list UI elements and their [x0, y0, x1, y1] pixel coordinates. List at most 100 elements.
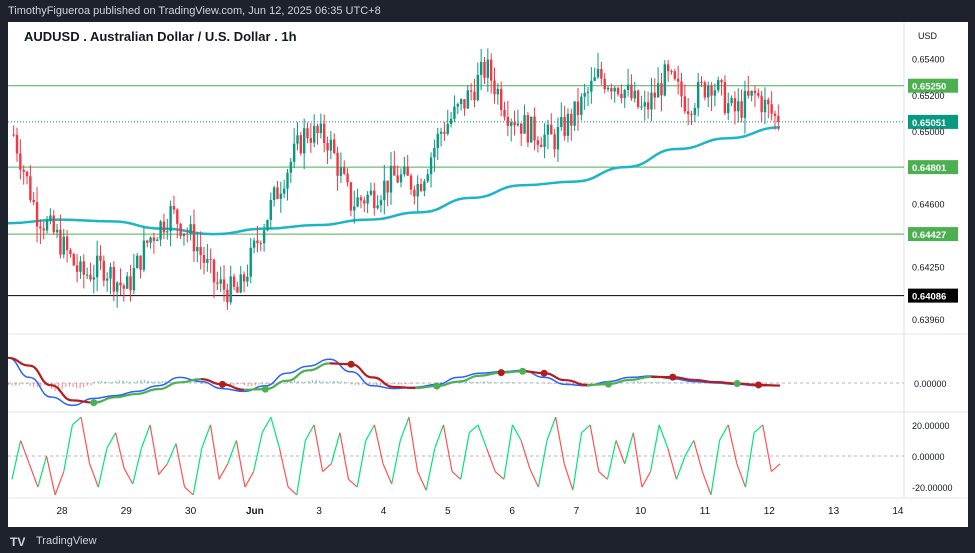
- osc2-line-segment: [451, 471, 462, 480]
- osc1-histogram-bar: [190, 381, 192, 383]
- candle-body: [436, 133, 439, 148]
- candle-body: [610, 87, 613, 92]
- price-tick-label: 0.65200: [912, 91, 945, 101]
- candle-body: [95, 255, 99, 278]
- candle-body: [89, 274, 92, 280]
- candle-body: [55, 229, 59, 233]
- candle-body: [626, 84, 630, 91]
- osc1-signal-segment: [458, 374, 480, 383]
- candle-body: [650, 92, 653, 110]
- osc1-histogram-bar: [683, 382, 685, 384]
- tradingview-brand[interactable]: TradingView: [36, 535, 97, 547]
- time-axis-label: 7: [574, 506, 580, 517]
- chart-container[interactable]: 0.65250 0.64801 0.64427 0.64086 0.65051 0.00…: [8, 22, 968, 527]
- osc1-histogram-bar: [690, 382, 692, 384]
- candle-body: [456, 104, 459, 107]
- osc1-histogram-bar: [401, 383, 403, 385]
- osc1-histogram-bar: [111, 382, 113, 383]
- candle-body: [212, 259, 216, 283]
- osc1-histogram-bar: [11, 383, 13, 386]
- osc1-histogram-bar: [100, 380, 103, 383]
- candle-body: [700, 81, 703, 83]
- candle-body: [343, 167, 346, 174]
- time-axis-label: 12: [764, 506, 776, 517]
- candle-body: [553, 134, 556, 150]
- osc2-line-segment: [63, 424, 73, 472]
- candle-body: [630, 84, 633, 99]
- osc1-histogram-bar: [22, 383, 24, 385]
- osc1-histogram-bar: [665, 382, 667, 383]
- level-price-label: 0.65250: [912, 82, 946, 93]
- candle-body: [403, 166, 406, 175]
- candle-body: [560, 116, 563, 128]
- candle-body: [259, 243, 262, 245]
- osc1-histogram-bar: [397, 383, 399, 385]
- osc2-line-segment: [425, 448, 436, 491]
- osc1-histogram-bar: [594, 383, 596, 385]
- osc1-histogram-bar: [554, 383, 557, 384]
- osc1-histogram-bar: [497, 382, 499, 383]
- candle-body: [356, 197, 359, 207]
- osc1-histogram-bar: [765, 383, 768, 384]
- osc2-line-segment: [529, 468, 539, 488]
- osc1-histogram-bar: [172, 381, 174, 383]
- candle-body: [206, 258, 209, 263]
- osc1-histogram-bar: [311, 379, 314, 383]
- osc2-line-segment: [201, 424, 212, 449]
- candle-body: [92, 277, 96, 280]
- osc2-line-segment: [89, 463, 99, 488]
- osc1-histogram-bar: [361, 383, 364, 385]
- candle-body: [386, 180, 389, 193]
- osc2-line-segment: [520, 440, 531, 469]
- candle-body: [119, 282, 122, 286]
- osc1-histogram-bar: [504, 381, 507, 383]
- candle-body: [750, 90, 753, 96]
- candle-body: [510, 122, 513, 127]
- candle-body: [182, 233, 186, 236]
- candle-body: [576, 101, 580, 115]
- osc1-signal-segment: [350, 363, 373, 379]
- osc1-cross-up-dot: [433, 382, 441, 390]
- osc1-fast-line: [8, 357, 781, 407]
- candle-body: [52, 215, 55, 233]
- osc1-histogram-bar: [272, 383, 274, 385]
- osc1-signal-segment: [115, 392, 137, 399]
- osc1-histogram-bar: [561, 383, 564, 384]
- osc2-line-segment: [158, 463, 168, 476]
- candle-body: [216, 282, 219, 284]
- osc1-histogram-bar: [343, 381, 346, 383]
- osc2-line-segment: [701, 471, 712, 496]
- osc1-histogram-bar: [133, 381, 135, 383]
- candle-body: [62, 236, 65, 255]
- candle-body: [146, 240, 149, 243]
- candle-body: [613, 87, 616, 92]
- osc1-histogram-bar: [544, 383, 546, 384]
- candle-body: [643, 102, 646, 107]
- osc2-line-segment: [365, 424, 375, 441]
- candle-body: [126, 276, 129, 289]
- level-price-label: 0.64086: [912, 292, 946, 303]
- osc2-line-segment: [140, 424, 151, 449]
- candle-body: [109, 266, 112, 279]
- candle-body: [336, 152, 339, 176]
- candle-body: [156, 239, 159, 241]
- candle-body: [122, 285, 126, 289]
- osc1-histogram-bar: [429, 383, 432, 384]
- osc2-tick-label: 20.00000: [912, 421, 950, 431]
- candle-body: [115, 282, 119, 292]
- osc1-histogram-bar: [386, 383, 389, 385]
- tradingview-logo-icon[interactable]: TV: [10, 535, 26, 549]
- osc2-line-segment: [710, 440, 721, 495]
- candle-body: [433, 147, 436, 158]
- chart-svg[interactable]: 0.65250 0.64801 0.64427 0.64086 0.65051 0.00…: [8, 22, 968, 527]
- candle-body: [22, 169, 25, 172]
- candle-body: [349, 182, 353, 211]
- candle-body: [693, 108, 697, 115]
- time-axis-label: Jun: [246, 506, 264, 517]
- candle-body: [603, 78, 606, 90]
- osc1-histogram-bar: [436, 382, 439, 383]
- candle-body: [333, 139, 336, 153]
- candle-body: [680, 81, 683, 97]
- osc2-line-segment: [434, 424, 445, 449]
- candle-body: [379, 200, 383, 206]
